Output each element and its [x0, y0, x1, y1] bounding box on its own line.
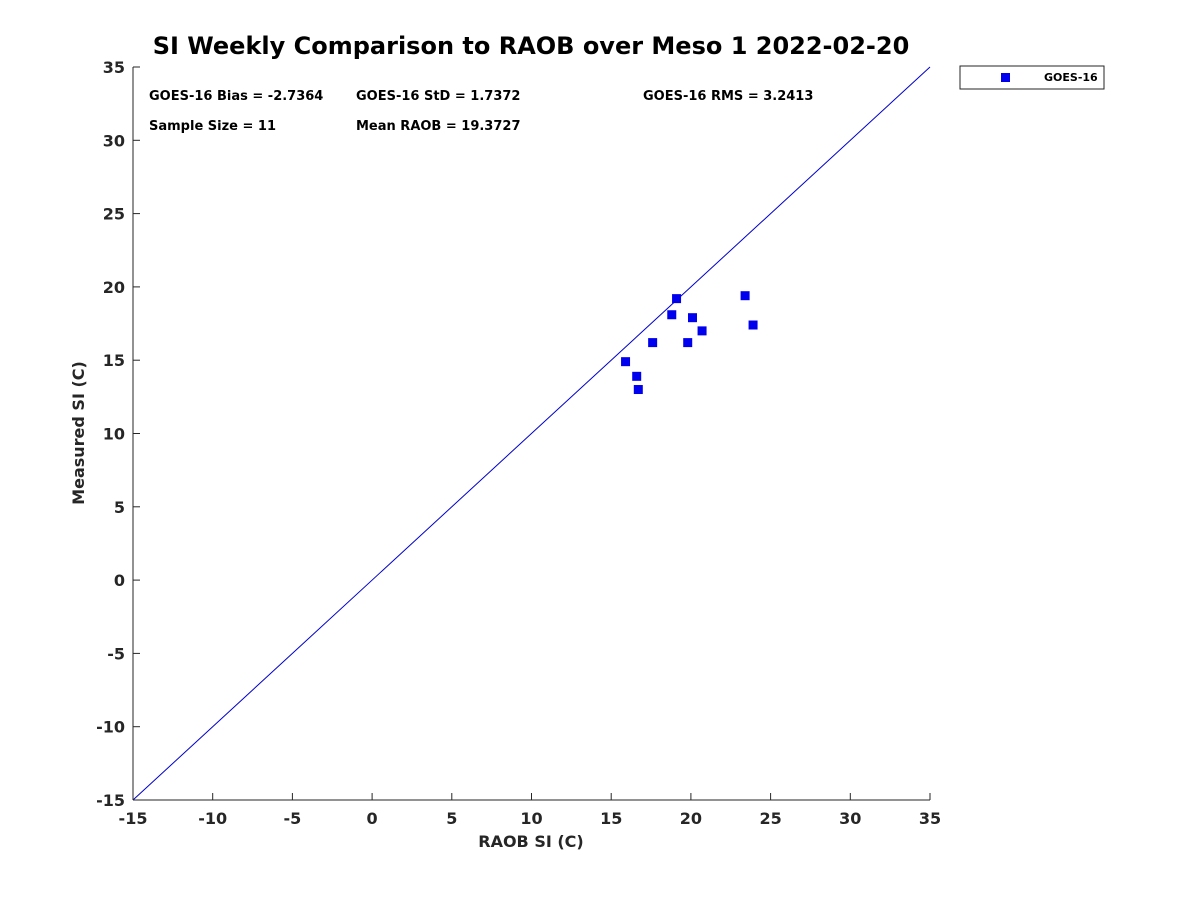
data-point	[648, 338, 658, 348]
y-tick-label: 35	[103, 58, 125, 77]
y-axis-label: Measured SI (C)	[69, 361, 88, 505]
data-point	[697, 326, 707, 336]
data-point	[672, 294, 682, 304]
x-tick-label: 30	[839, 809, 861, 828]
data-point	[740, 291, 750, 301]
y-tick-label: -10	[96, 718, 125, 737]
y-tick-label: 25	[103, 205, 125, 224]
plot-area: -15 -10 -5 0 5 10 15 20 25 30 35 -15 -10 -5 0 5 10 15 20 2…	[96, 58, 941, 828]
x-tick-label: -15	[119, 809, 148, 828]
legend-entry-goes16: GOES-16	[1044, 71, 1098, 84]
data-point	[687, 313, 697, 323]
y-tick-label: -5	[107, 644, 125, 663]
x-tick-label: 25	[759, 809, 781, 828]
goes16-data-points	[621, 291, 758, 395]
x-tick-label: -5	[284, 809, 302, 828]
data-point	[632, 371, 642, 381]
chart-title: SI Weekly Comparison to RAOB over Meso 1…	[153, 32, 910, 60]
data-point	[633, 385, 643, 395]
x-tick-label: -10	[198, 809, 227, 828]
x-tick-label: 20	[680, 809, 702, 828]
y-tick-label: 5	[114, 498, 125, 517]
x-tick-label: 0	[367, 809, 378, 828]
y-tick-label: 15	[103, 351, 125, 370]
stat-mean-raob: Mean RAOB = 19.3727	[356, 119, 521, 134]
y-tick-label: 10	[103, 425, 125, 444]
legend-marker-square	[1001, 73, 1010, 82]
x-tick-label: 5	[446, 809, 457, 828]
y-tick-label: 20	[103, 278, 125, 297]
data-point	[748, 320, 758, 330]
x-tick-label: 35	[919, 809, 941, 828]
stat-rms: GOES-16 RMS = 3.2413	[643, 89, 813, 104]
x-axis-ticks: -15 -10 -5 0 5 10 15 20 25 30 35	[119, 793, 941, 828]
y-tick-label: 0	[114, 571, 125, 590]
stat-std: GOES-16 StD = 1.7372	[356, 89, 520, 104]
y-tick-label: -15	[96, 791, 125, 810]
data-point	[683, 338, 693, 348]
stat-bias: GOES-16 Bias = -2.7364	[149, 89, 323, 104]
stat-sample-size: Sample Size = 11	[149, 119, 276, 134]
data-point	[667, 310, 677, 320]
y-tick-label: 30	[103, 131, 125, 150]
legend-box	[959, 65, 1105, 90]
x-axis-label: RAOB SI (C)	[478, 832, 583, 851]
x-tick-label: 15	[600, 809, 622, 828]
data-point	[621, 357, 631, 367]
one-to-one-reference-line	[132, 66, 931, 801]
y-axis-ticks: -15 -10 -5 0 5 10 15 20 25 30 35	[96, 58, 140, 810]
x-tick-label: 10	[520, 809, 542, 828]
legend: GOES-16	[959, 65, 1105, 90]
